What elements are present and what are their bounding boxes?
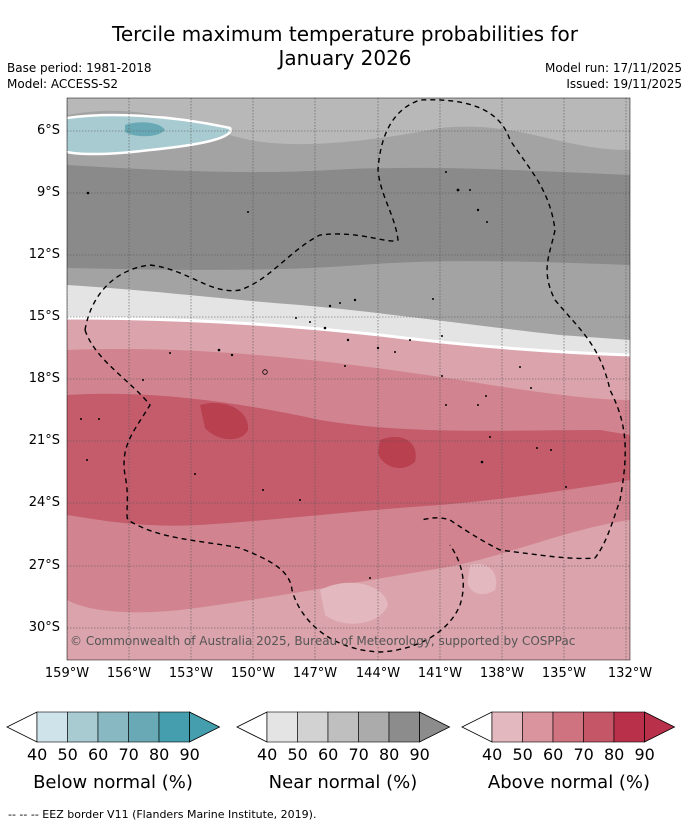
below-tick: 90 [179,745,200,764]
above-high-extend [644,711,676,743]
below-tick: 60 [88,745,109,764]
near-swatch [266,711,298,743]
below-tick: 80 [149,745,170,764]
below-tick: 50 [57,745,78,764]
tercile-boundary-line [67,316,630,357]
above-tick: 70 [573,745,594,764]
below-swatch [97,711,129,743]
below-normal-core [125,122,165,137]
issued-date: Issued: 19/11/2025 [566,77,682,91]
near-normal-dark-band [67,165,630,270]
below-swatch [67,711,99,743]
base-period: Base period: 1981-2018 [7,61,152,75]
below-high-extend [189,711,221,743]
near-swatch [358,711,390,743]
lat-label: 27°S [28,558,60,573]
above-normal-peak [200,402,416,469]
lat-label: 15°S [28,309,60,324]
near-tick: 80 [379,745,400,764]
above-normal-title: Above normal (%) [487,772,651,793]
lat-label: 18°S [28,371,60,386]
above-swatch [613,711,645,743]
colorbar-above-normal [461,711,676,743]
lon-label: 150°W [230,666,276,681]
above-low-extend [461,711,493,743]
below-tick: 40 [27,745,48,764]
model-name: Model: ACCESS-S2 [7,77,119,91]
below-tick: 70 [118,745,139,764]
lat-label: 12°S [28,247,60,262]
near-tick: 60 [318,745,339,764]
near-low-extend [236,711,268,743]
lat-label: 21°S [28,433,60,448]
map-gridlines [67,98,630,660]
near-tick: 40 [257,745,278,764]
near-tick: 50 [287,745,308,764]
meta-right: Model run: 17/11/2025 Issued: 19/11/2025 [545,60,682,92]
above-swatch [552,711,584,743]
lat-label: 30°S [28,620,60,635]
island-markers [80,171,567,579]
chart-title: Tercile maximum temperature probabilitie… [0,22,690,70]
above-tick: 40 [482,745,503,764]
map-frame [66,97,631,661]
lon-label: 147°W [292,666,338,681]
lon-label: 144°W [355,666,401,681]
lon-label: 156°W [106,666,152,681]
below-swatch [36,711,68,743]
near-normal-title: Near normal (%) [268,772,418,793]
above-swatch [491,711,523,743]
lon-label: 153°W [168,666,214,681]
map-field [67,98,630,660]
lat-label: 9°S [36,185,60,200]
above-normal-light-patch [320,564,497,624]
lon-label: 141°W [417,666,463,681]
near-swatch [327,711,359,743]
eez-border-south [84,329,464,653]
eez-footnote: -- -- -- EEZ border V11 (Flanders Marine… [8,808,317,821]
eez-border-west [84,99,626,560]
lat-label: 6°S [36,123,60,138]
near-tick: 70 [348,745,369,764]
below-swatch [158,711,190,743]
near-normal-light-band [67,98,630,150]
meta-left: Base period: 1981-2018 Model: ACCESS-S2 [7,60,152,92]
near-normal-transition-band [67,285,630,355]
near-high-extend [419,711,451,743]
near-swatch [388,711,420,743]
above-tick: 60 [543,745,564,764]
copyright-notice: © Commonwealth of Australia 2025, Bureau… [70,634,576,648]
colorbar-below-normal [6,711,221,743]
model-run: Model run: 17/11/2025 [544,61,682,75]
above-tick: 50 [512,745,533,764]
near-swatch [297,711,329,743]
lon-label: 159°W [44,666,90,681]
title-line-1: Tercile maximum temperature probabilitie… [112,22,578,46]
lon-label: 138°W [479,666,525,681]
colorbar-near-normal [236,711,451,743]
above-swatch [583,711,615,743]
title-line-2: January 2026 [278,46,412,70]
above-swatch [522,711,554,743]
lat-label: 24°S [28,495,60,510]
near-tick: 90 [409,745,430,764]
above-tick: 80 [604,745,625,764]
below-boundary-line [67,113,232,156]
above-tick: 90 [634,745,655,764]
below-normal-title: Below normal (%) [33,772,193,793]
below-swatch [128,711,160,743]
lon-label: 132°W [607,666,653,681]
below-low-extend [6,711,38,743]
lon-label: 135°W [541,666,587,681]
